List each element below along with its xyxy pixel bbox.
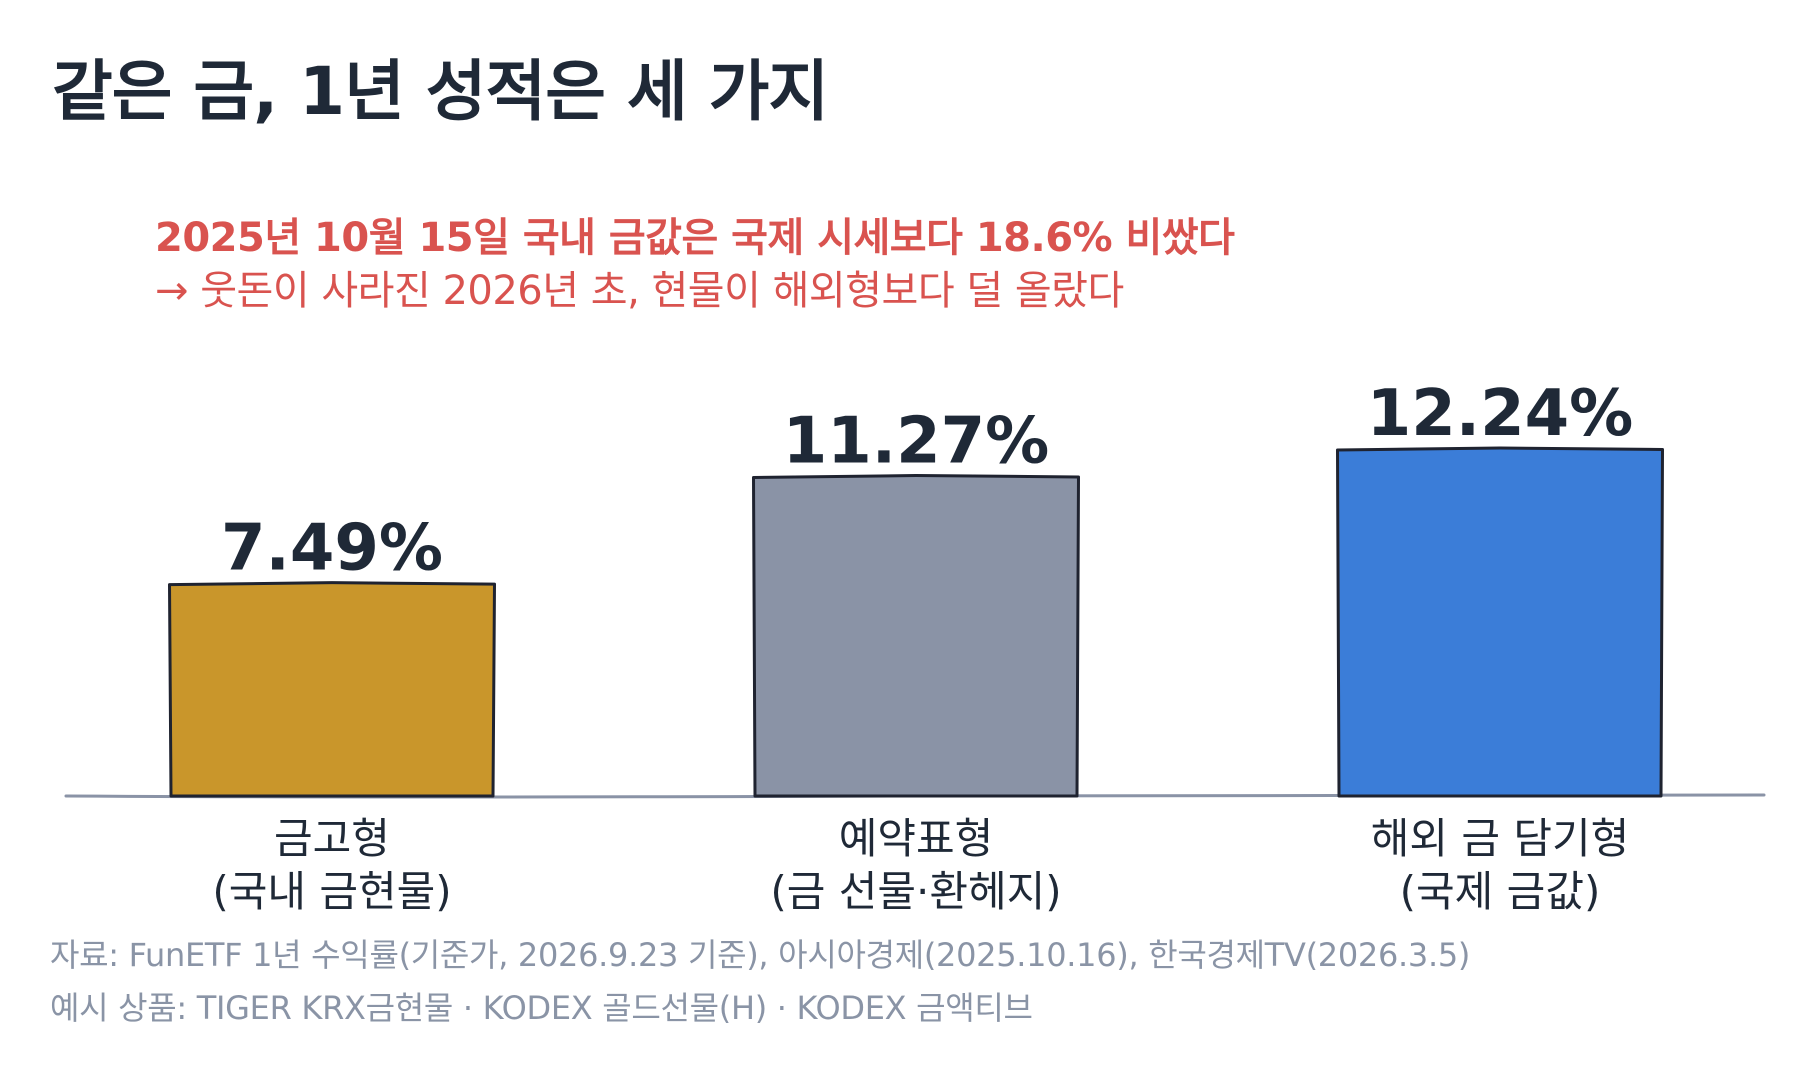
category-label-3-line-2: (국제 금값) xyxy=(1400,867,1601,916)
value-label-2: 11.27% xyxy=(783,404,1050,478)
bar-1 xyxy=(168,581,496,798)
value-label-3: 12.24% xyxy=(1367,377,1634,451)
category-label-2-line-1: 예약표형 xyxy=(839,814,994,863)
category-label-3-line-1: 해외 금 담기형 xyxy=(1371,814,1630,863)
highlight-note-line-2: → 웃돈이 사라진 2026년 초, 현물이 해외형보다 덜 올랐다 xyxy=(155,268,1124,314)
category-label-2-line-2: (금 선물·환헤지) xyxy=(770,867,1061,916)
highlight-note-line-1: 2025년 10월 15일 국내 금값은 국제 시세보다 18.6% 비쌌다 xyxy=(155,215,1235,261)
bar-2 xyxy=(752,473,1080,798)
example-products-note: 예시 상품: TIGER KRX금현물 · KODEX 골드선물(H) · KO… xyxy=(50,989,1033,1027)
category-label-1-line-1: 금고형 xyxy=(274,814,390,863)
category-label-1-line-2: (국내 금현물) xyxy=(212,867,451,916)
value-label-1: 7.49% xyxy=(221,512,443,586)
chart-title: 같은 금, 1년 성적은 세 가지 xyxy=(52,53,829,130)
source-note: 자료: FunETF 1년 수익률(기준가, 2026.9.23 기준), 아시… xyxy=(50,936,1471,974)
bar-3 xyxy=(1336,446,1664,798)
